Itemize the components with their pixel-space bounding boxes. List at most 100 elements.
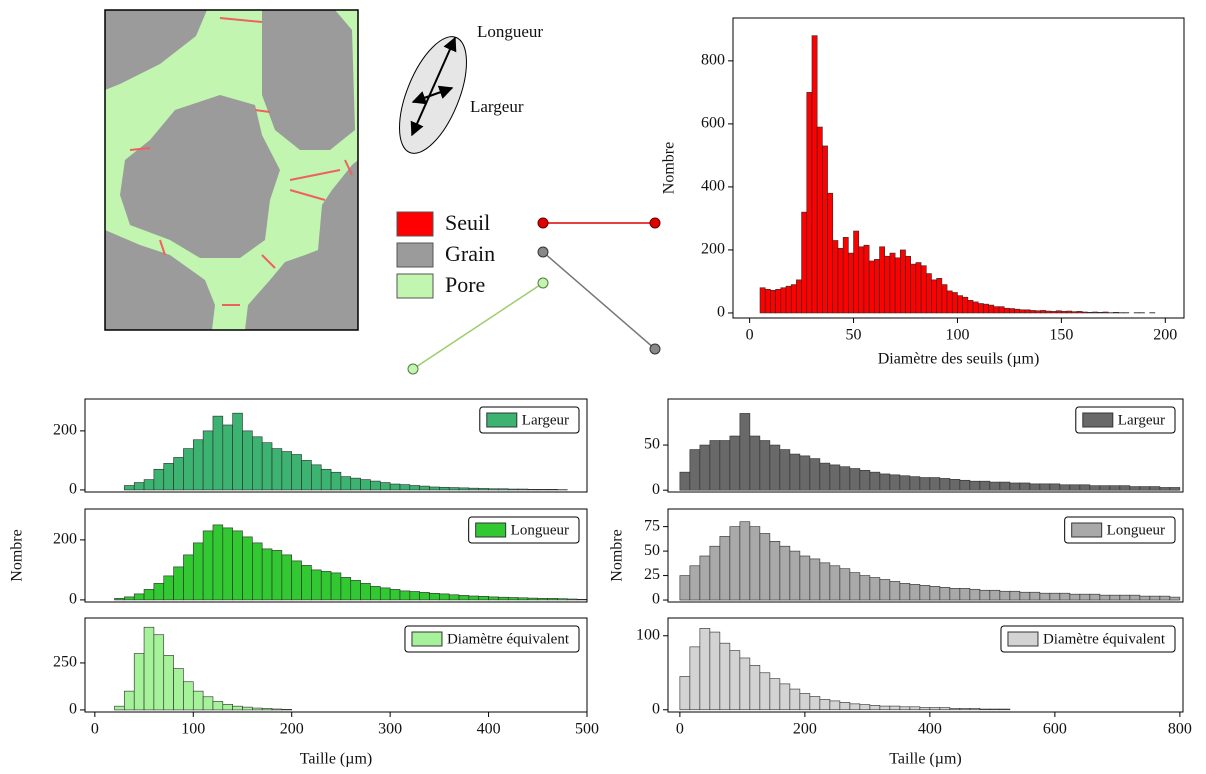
bar xyxy=(899,475,911,491)
bar xyxy=(1019,591,1031,601)
bar xyxy=(419,592,430,601)
micro-structure xyxy=(104,9,359,331)
width-label: Largeur xyxy=(470,97,524,116)
legend-swatch xyxy=(396,242,434,268)
bar xyxy=(301,565,312,601)
bar xyxy=(507,597,519,601)
bar xyxy=(739,521,751,601)
bar xyxy=(1102,311,1109,314)
bar xyxy=(819,562,831,601)
legend: Largeur xyxy=(479,406,580,434)
bar xyxy=(993,306,1000,314)
bar xyxy=(709,545,721,601)
bar xyxy=(114,705,125,711)
bar xyxy=(759,287,766,314)
x-tick-label: 300 xyxy=(378,721,402,738)
bar xyxy=(281,451,293,491)
bar xyxy=(1099,485,1111,491)
legend-box xyxy=(404,625,580,653)
histogram: 0 250 0 100 200 300 400 500 Taille (µm) Diamètre … xyxy=(53,617,599,768)
bar xyxy=(969,588,981,601)
y-tick-label: 0 xyxy=(69,591,77,608)
bar xyxy=(360,479,371,491)
bar xyxy=(1059,592,1071,601)
bar xyxy=(517,597,529,601)
bar xyxy=(360,583,371,601)
bar xyxy=(252,707,263,711)
bar xyxy=(959,587,971,601)
x-tick-label: 100 xyxy=(945,327,969,344)
bar xyxy=(547,489,558,491)
bar xyxy=(192,690,204,711)
connectors xyxy=(407,217,661,375)
bar xyxy=(983,303,989,314)
bar xyxy=(1024,309,1031,314)
bar xyxy=(1129,486,1141,491)
bar xyxy=(124,485,135,491)
bar xyxy=(789,550,801,601)
bar xyxy=(1029,483,1041,491)
bar xyxy=(929,477,941,491)
bar xyxy=(679,676,691,711)
bar xyxy=(183,448,194,491)
histogram: 0 25 50 75 Nombre Longueur xyxy=(609,508,1184,608)
bar xyxy=(507,488,519,491)
legend-label: Diamètre équivalent xyxy=(447,631,570,647)
bar xyxy=(183,554,194,601)
bar xyxy=(1040,310,1047,314)
y-tick-label: 0 xyxy=(652,700,660,717)
bar xyxy=(739,413,751,491)
legend-label: Diamètre équivalent xyxy=(1043,631,1166,647)
bar xyxy=(399,484,411,491)
bar xyxy=(931,279,937,314)
bar xyxy=(789,453,801,491)
bar xyxy=(1055,310,1062,314)
bar xyxy=(679,575,691,601)
bar xyxy=(1119,594,1131,601)
bar xyxy=(972,301,979,314)
legend-label: Longueur xyxy=(511,522,569,538)
x-axis-label: Taille (µm) xyxy=(889,751,962,768)
bar xyxy=(869,577,881,601)
bar xyxy=(719,536,731,601)
bar xyxy=(962,296,969,314)
bar xyxy=(1149,595,1161,601)
y-axis-label: Nombre xyxy=(661,142,678,194)
bar xyxy=(979,480,991,491)
bar xyxy=(212,415,224,491)
bar xyxy=(1069,484,1081,491)
bar xyxy=(699,555,711,601)
bar xyxy=(729,435,741,491)
bar xyxy=(879,579,891,601)
bar xyxy=(163,575,174,601)
bar xyxy=(739,657,751,711)
bar xyxy=(764,289,771,314)
bar xyxy=(779,449,791,491)
bar xyxy=(1049,483,1061,491)
bar xyxy=(939,707,951,711)
bar xyxy=(879,246,886,314)
bar xyxy=(498,488,509,491)
bar xyxy=(936,277,943,314)
bar xyxy=(811,35,818,314)
bar xyxy=(153,583,165,601)
bar xyxy=(780,287,787,314)
x-tick-label: 500 xyxy=(575,721,599,738)
bar xyxy=(869,471,881,491)
bar xyxy=(1050,311,1057,314)
legend: Largeur xyxy=(1075,406,1176,434)
bar xyxy=(796,279,802,314)
bar xyxy=(827,192,834,314)
bar xyxy=(1099,594,1111,601)
bar xyxy=(699,628,711,711)
bar xyxy=(340,476,352,491)
y-tick-label: 0 xyxy=(717,304,725,321)
x-tick-label: 200 xyxy=(280,721,304,738)
legend-box xyxy=(1000,625,1176,653)
legend-label: Longueur xyxy=(1107,522,1165,538)
y-tick-label: 0 xyxy=(69,481,77,498)
bar xyxy=(790,284,797,314)
bar xyxy=(320,571,332,601)
bar xyxy=(439,593,450,601)
bar xyxy=(1079,484,1091,491)
